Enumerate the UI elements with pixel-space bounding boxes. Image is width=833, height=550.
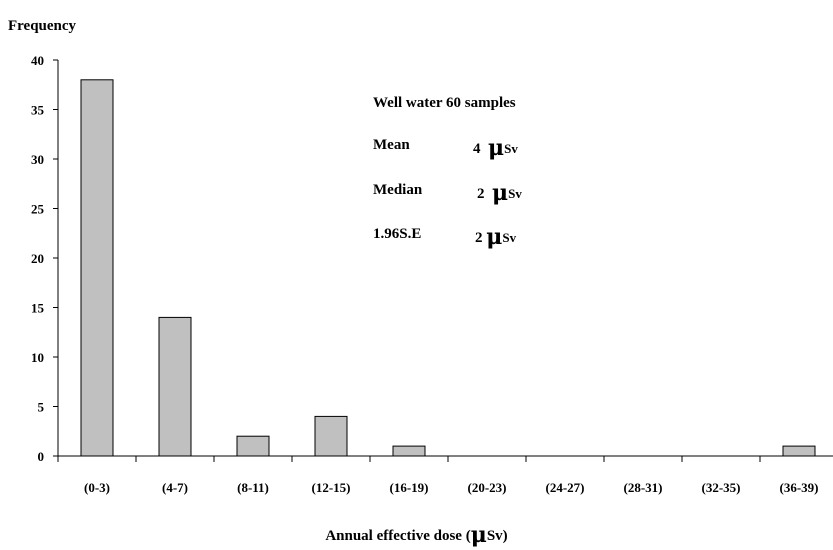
annotation-title: Well water 60 samples — [373, 95, 516, 111]
y-tick-label: 5 — [38, 400, 45, 415]
x-tick-label: (32-35) — [702, 480, 741, 495]
median-value: 2 — [477, 186, 485, 202]
y-tick-label: 30 — [31, 152, 44, 167]
y-tick-label: 35 — [31, 103, 45, 118]
bars — [80, 79, 816, 457]
se-unit: Sv — [502, 230, 517, 245]
mean-value-group: 4 μSv — [473, 137, 518, 159]
mean-label: Mean — [373, 137, 410, 153]
bar-8-11 — [236, 435, 270, 457]
mu-symbol: μ — [486, 224, 503, 250]
x-tick-label: (28-31) — [624, 480, 663, 495]
x-tick-label: (24-27) — [546, 480, 585, 495]
se-value-group: 2 μSv — [475, 226, 516, 248]
mu-symbol: μ — [470, 522, 487, 548]
x-tick-label: (20-23) — [468, 480, 507, 495]
x-tick-label: (16-19) — [390, 480, 429, 495]
y-tick-label: 25 — [31, 202, 45, 217]
bar-36-39 — [782, 445, 816, 457]
y-tick-label: 10 — [31, 350, 44, 365]
x-axis-label-text: Annual effective dose ( — [325, 528, 471, 544]
annotation-mean: Mean 4 μSv — [373, 137, 573, 161]
y-tick-label: 40 — [31, 53, 44, 68]
x-tick-label: (12-15) — [312, 480, 351, 495]
median-unit: Sv — [508, 186, 522, 201]
mean-value: 4 — [473, 141, 481, 157]
se-value: 2 — [475, 230, 483, 246]
y-axis-ticks: 0 5 10 15 20 25 30 35 40 — [31, 53, 58, 464]
x-tick-label: (8-11) — [237, 480, 269, 495]
bar-4-7 — [158, 316, 192, 457]
x-tick-label: (4-7) — [162, 480, 188, 495]
x-tick-label: (36-39) — [780, 480, 819, 495]
mu-symbol: μ — [492, 180, 509, 206]
x-axis-label-unit: Sv) — [486, 528, 508, 544]
median-value-group: 2 μSv — [477, 182, 522, 204]
median-label: Median — [373, 182, 423, 198]
annotation-se: 1.96S.E 2 μSv — [373, 226, 573, 250]
x-axis-ticks: (0-3) (4-7) (8-11) (12-15) (16-19) (20-23) (24… — [57, 456, 819, 495]
y-tick-label: 0 — [38, 449, 45, 464]
y-tick-label: 20 — [31, 251, 44, 266]
y-axis-label: Frequency — [8, 18, 77, 34]
mu-symbol: μ — [488, 135, 505, 161]
se-label: 1.96S.E — [373, 226, 422, 242]
bar-16-19 — [392, 445, 426, 457]
x-axis-label: Annual effective dose (μSv) — [0, 524, 833, 546]
bar-0-3 — [80, 79, 114, 457]
annotation-median: Median 2 μSv — [373, 182, 573, 206]
mean-unit: Sv — [504, 141, 518, 156]
bar-12-15 — [314, 415, 348, 457]
y-tick-label: 15 — [31, 301, 45, 316]
x-tick-label: (0-3) — [84, 480, 110, 495]
